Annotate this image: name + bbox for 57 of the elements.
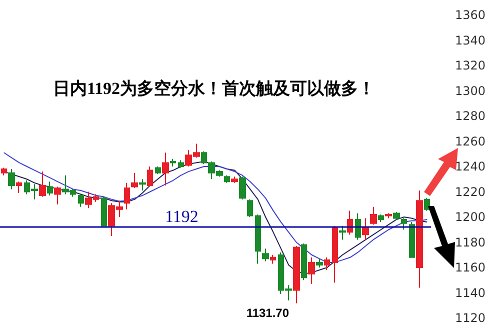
- candlestick: [416, 190, 423, 288]
- candlestick: [8, 168, 15, 190]
- y-tick-label: 1320: [455, 58, 486, 72]
- ref-line-label: 1192: [165, 207, 198, 226]
- candlestick: [39, 171, 46, 198]
- candlestick: [131, 172, 138, 188]
- text: 日内1192为多空分水！首次触及可以做多！: [53, 79, 376, 98]
- candlestick: [262, 248, 269, 262]
- candlestick: [301, 243, 307, 281]
- y-tick-label: 1120: [455, 311, 486, 325]
- y-tick-label: 1280: [455, 109, 486, 123]
- candlestick: [324, 256, 330, 271]
- candlestick: [393, 211, 400, 220]
- annotation: 1131.70: [246, 306, 290, 320]
- candlestick: [339, 225, 346, 240]
- candlestick: [362, 218, 369, 240]
- candlestick: [139, 178, 146, 191]
- y-tick-label: 1240: [455, 160, 486, 174]
- candlestick: [170, 158, 176, 167]
- candlestick: [308, 256, 315, 284]
- candlestick: [54, 186, 61, 205]
- y-tick-label: 1140: [455, 286, 486, 300]
- candlestick: [355, 212, 361, 240]
- candlestick: [155, 166, 161, 175]
- y-tick-label: 1220: [455, 184, 486, 199]
- candlestick: [255, 214, 261, 264]
- y-tick-label: 1180: [455, 235, 486, 250]
- candlestick: [270, 254, 276, 264]
- candlestick: [409, 222, 415, 258]
- candlestick: [401, 218, 407, 230]
- candlestick: [47, 181, 53, 196]
- candlestick: [370, 206, 377, 226]
- candlestick: [231, 176, 238, 184]
- candlestick: [178, 160, 184, 168]
- candlestick: [316, 258, 323, 268]
- y-tick-label: 1360: [455, 8, 486, 22]
- y-tick-label: 1260: [455, 134, 486, 148]
- candlestick: [385, 212, 392, 219]
- candlestick: [293, 246, 300, 304]
- candlestick: [16, 181, 22, 194]
- candlestick: [147, 166, 153, 188]
- y-tick-label: 1200: [455, 210, 486, 224]
- candlestick: [101, 196, 107, 226]
- candlestick: [162, 152, 169, 186]
- y-tick-label: 1300: [455, 84, 486, 98]
- y-tick-label: 1340: [455, 33, 486, 48]
- candlestick: [424, 198, 430, 212]
- line-series: [3, 152, 428, 263]
- candlestick: [378, 214, 384, 223]
- candlestick: [224, 174, 230, 184]
- candlestick: [1, 167, 7, 176]
- candlestick: [239, 176, 246, 200]
- candlestick: [247, 198, 253, 218]
- candlestick: [347, 210, 353, 236]
- candlestick: [124, 182, 130, 210]
- y-tick-label: 1160: [455, 260, 486, 274]
- candlestick: [78, 194, 84, 208]
